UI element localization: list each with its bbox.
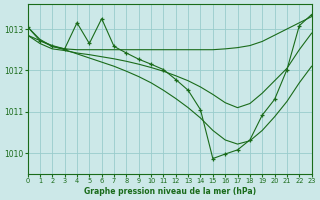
X-axis label: Graphe pression niveau de la mer (hPa): Graphe pression niveau de la mer (hPa) <box>84 187 256 196</box>
